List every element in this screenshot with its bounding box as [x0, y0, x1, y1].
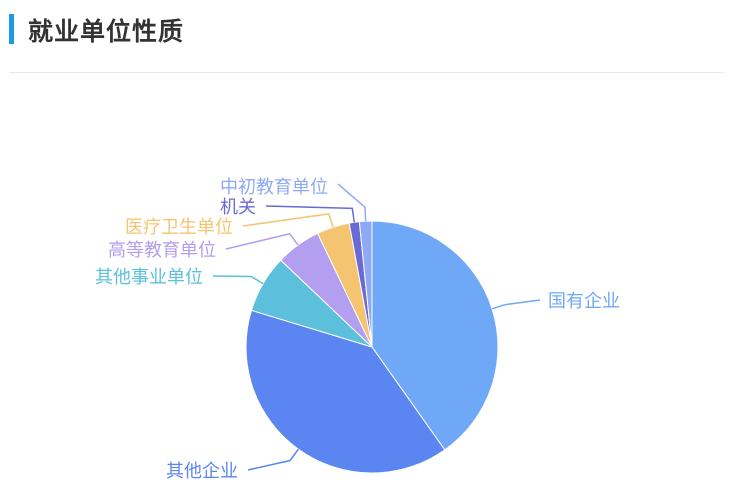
slice-label-2: 其他事业单位 — [95, 267, 203, 288]
slice-label-6: 中初教育单位 — [220, 177, 328, 198]
leader-line-0 — [491, 299, 541, 310]
page-title: 就业单位性质 — [28, 17, 185, 46]
leader-line-4 — [242, 213, 334, 228]
slice-label-5: 机关 — [220, 197, 256, 218]
slice-label-0: 国有企业 — [548, 291, 620, 312]
slice-label-4: 医疗卫生单位 — [125, 217, 233, 238]
leader-line-5 — [265, 205, 355, 223]
leader-line-3 — [225, 232, 299, 250]
title-accent-bar — [9, 14, 14, 44]
leader-line-2 — [212, 275, 264, 285]
pie-slice-0[interactable] — [371, 220, 499, 451]
slice-label-1: 其他企业 — [166, 461, 238, 482]
leader-line-6 — [337, 183, 367, 222]
divider — [9, 72, 724, 73]
leader-line-1 — [247, 448, 299, 471]
slice-label-3: 高等教育单位 — [108, 240, 216, 261]
